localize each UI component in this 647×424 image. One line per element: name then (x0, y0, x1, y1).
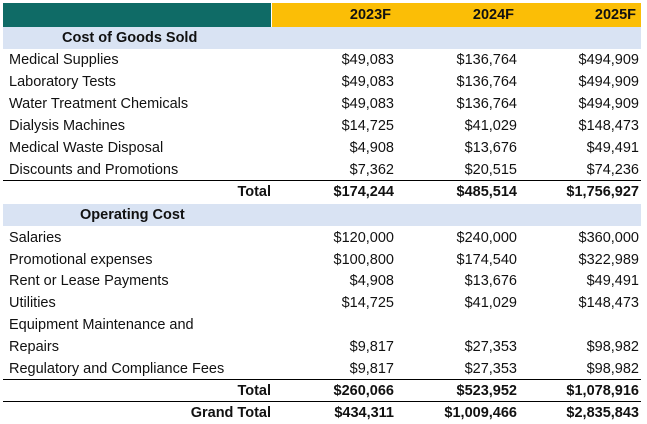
table-row: Salaries $120,000 $240,000 $360,000 (3, 227, 643, 249)
cell-2025: $98,982 (586, 339, 639, 355)
cogs-section-band (3, 27, 641, 49)
cell-2023: $49,083 (341, 52, 394, 68)
grand-total-row: Grand Total $434,311 $1,009,466 $2,835,8… (3, 402, 643, 424)
grand-total-2024: $1,009,466 (444, 405, 517, 421)
cell-2025: $494,909 (578, 52, 639, 68)
opex-total-divider (3, 379, 641, 380)
row-label: Water Treatment Chemicals (9, 96, 189, 112)
table-row: Discounts and Promotions $7,362 $20,515 … (3, 159, 643, 181)
cell-2025: $494,909 (578, 96, 639, 112)
table-row: Regulatory and Compliance Fees $9,817 $2… (3, 358, 643, 380)
row-label: Regulatory and Compliance Fees (9, 361, 225, 377)
cell-2024: $136,764 (456, 74, 517, 90)
grand-total-2023: $434,311 (334, 405, 394, 421)
cell-2025: $148,473 (578, 295, 639, 311)
cell-2023: $4,908 (349, 273, 394, 289)
total-2023: $174,244 (333, 184, 394, 200)
cell-2025: $49,491 (586, 140, 639, 156)
row-label: Equipment Maintenance and (9, 317, 194, 333)
grand-total-divider (3, 401, 641, 402)
cell-2025: $148,473 (578, 118, 639, 134)
row-label: Repairs (9, 339, 59, 355)
cell-2025: $360,000 (578, 230, 639, 246)
table-row: Rent or Lease Payments $4,908 $13,676 $4… (3, 270, 643, 292)
cell-2023: $7,362 (349, 162, 394, 178)
total-2024: $523,952 (456, 383, 517, 399)
row-label: Rent or Lease Payments (9, 273, 169, 289)
cell-2023: $100,800 (333, 252, 394, 268)
table-row: Medical Waste Disposal $4,908 $13,676 $4… (3, 137, 643, 159)
cogs-total-row: Total $174,244 $485,514 $1,756,927 (3, 181, 643, 203)
row-label: Dialysis Machines (9, 118, 126, 134)
table-row: Equipment Maintenance and (3, 314, 643, 336)
cell-2023: $9,817 (349, 339, 394, 355)
table-row: Dialysis Machines $14,725 $41,029 $148,4… (3, 115, 643, 137)
cell-2024: $27,353 (464, 361, 517, 377)
header-left-band (3, 3, 271, 27)
opex-section-title: Operating Cost (80, 207, 185, 223)
header-right-band (272, 3, 641, 27)
cell-2025: $494,909 (578, 74, 639, 90)
cell-2024: $27,353 (464, 339, 517, 355)
cell-2024: $136,764 (456, 96, 517, 112)
row-label: Discounts and Promotions (9, 162, 179, 178)
opex-total-row: Total $260,066 $523,952 $1,078,916 (3, 380, 643, 402)
cell-2024: $41,029 (464, 118, 517, 134)
cell-2024: $136,764 (456, 52, 517, 68)
cell-2024: $41,029 (464, 295, 517, 311)
cogs-total-divider (3, 180, 641, 181)
cell-2023: $4,908 (349, 140, 394, 156)
total-2024: $485,514 (456, 184, 517, 200)
grand-total-2025: $2,835,843 (566, 405, 639, 421)
cell-2025: $98,982 (586, 361, 639, 377)
row-label: Salaries (9, 230, 62, 246)
cell-2023: $49,083 (341, 96, 394, 112)
cell-2023 (276, 314, 394, 336)
row-label: Laboratory Tests (9, 74, 116, 90)
cell-2025: $322,989 (578, 252, 639, 268)
cell-2025: $74,236 (586, 162, 639, 178)
cell-2024: $13,676 (464, 140, 517, 156)
cell-2024 (399, 314, 517, 336)
cell-2023: $14,725 (341, 118, 394, 134)
grand-total-label: Grand Total (190, 405, 271, 421)
cell-2023: $49,083 (341, 74, 394, 90)
total-2023: $260,066 (333, 383, 394, 399)
table-row: Repairs $9,817 $27,353 $98,982 (3, 336, 643, 358)
table-row: Promotional expenses $100,800 $174,540 $… (3, 249, 643, 271)
row-label: Medical Waste Disposal (9, 140, 164, 156)
cell-2023: $14,725 (341, 295, 394, 311)
cell-2024: $20,515 (464, 162, 517, 178)
row-label: Medical Supplies (9, 52, 119, 68)
cell-2023: $120,000 (333, 230, 394, 246)
year-header-2025: 2025F (594, 7, 636, 23)
table-row: Laboratory Tests $49,083 $136,764 $494,9… (3, 71, 643, 93)
cell-2023: $9,817 (349, 361, 394, 377)
cell-2024: $240,000 (456, 230, 517, 246)
cell-2024: $174,540 (456, 252, 517, 268)
year-header-2023: 2023F (349, 7, 391, 23)
total-label: Total (237, 383, 271, 399)
cogs-section-title: Cost of Goods Sold (62, 30, 198, 46)
cell-2025: $49,491 (586, 273, 639, 289)
row-label: Promotional expenses (9, 252, 153, 268)
table-row: Water Treatment Chemicals $49,083 $136,7… (3, 93, 643, 115)
table-row: Utilities $14,725 $41,029 $148,473 (3, 292, 643, 314)
cell-2024: $13,676 (464, 273, 517, 289)
total-label: Total (237, 184, 271, 200)
year-header-2024: 2024F (472, 7, 514, 23)
total-2025: $1,078,916 (566, 383, 639, 399)
table-row: Medical Supplies $49,083 $136,764 $494,9… (3, 49, 643, 71)
total-2025: $1,756,927 (566, 184, 639, 200)
row-label: Utilities (9, 295, 56, 311)
cell-2025 (522, 314, 639, 336)
opex-section-band (3, 204, 641, 226)
